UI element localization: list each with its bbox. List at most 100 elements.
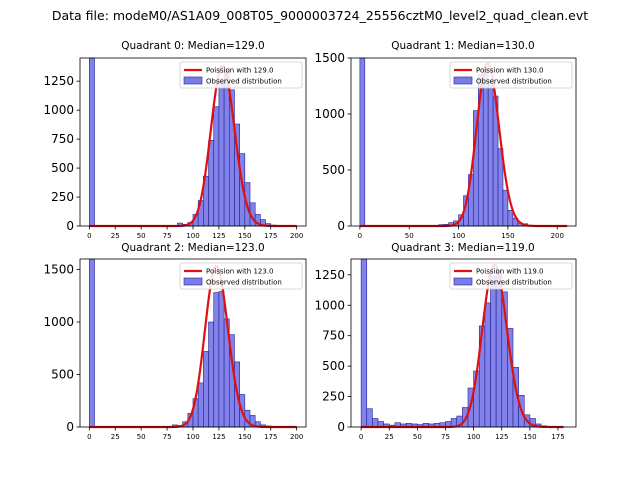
y-tick-label: 1000 bbox=[314, 298, 345, 312]
figure-suptitle: Data file: modeM0/AS1A09_008T05_90000037… bbox=[52, 8, 588, 23]
x-tick-label: 100 bbox=[452, 232, 465, 240]
histogram-bar bbox=[203, 351, 209, 428]
legend-hist-swatch bbox=[453, 277, 473, 286]
x-tick-label: 50 bbox=[405, 232, 414, 240]
x-tick-label: 175 bbox=[264, 433, 277, 441]
x-tick-label: 175 bbox=[551, 433, 564, 441]
legend: Poission with 130.0 Observed distribution bbox=[449, 61, 573, 89]
x-tick-label: 50 bbox=[413, 433, 422, 441]
x-tick-label: 0 bbox=[359, 433, 363, 441]
panel-quadrant-3: Quadrant 3: Median=119.0 0 25 50 75 100 125 15… bbox=[314, 242, 577, 441]
histogram-bar bbox=[208, 139, 215, 227]
histogram-bar bbox=[360, 258, 368, 428]
y-tick-label: 1500 bbox=[314, 51, 345, 65]
x-tick-label: 150 bbox=[523, 433, 536, 441]
panel-quadrant-0: Quadrant 0: Median=129.0 0 25 50 75 100 125 15… bbox=[43, 40, 307, 240]
legend-hist-label: Observed distribution bbox=[476, 279, 552, 287]
y-tick-label: 250 bbox=[51, 190, 74, 204]
histogram-bar bbox=[208, 321, 215, 428]
legend-box bbox=[179, 61, 303, 89]
x-tick-label: 200 bbox=[290, 433, 303, 441]
histogram-bar bbox=[197, 382, 204, 428]
x-tick-label: 125 bbox=[212, 433, 225, 441]
poisson-fit-line bbox=[89, 65, 297, 228]
panel-title: Quadrant 3: Median=119.0 bbox=[391, 242, 534, 254]
x-tick-label: 75 bbox=[163, 433, 172, 441]
x-tick-label: 125 bbox=[212, 232, 225, 240]
x-tick-label: 100 bbox=[186, 232, 199, 240]
y-tick-label: 1000 bbox=[43, 315, 74, 329]
histogram-bar bbox=[223, 69, 230, 227]
legend-hist-swatch bbox=[183, 277, 203, 286]
panel-quadrant-1: Quadrant 1: Median=130.0 0 50 100 150 200 0 50… bbox=[314, 40, 577, 240]
panel-title: Quadrant 1: Median=130.0 bbox=[391, 40, 534, 52]
histogram-bar bbox=[89, 258, 95, 428]
x-tick-label: 50 bbox=[137, 232, 146, 240]
histogram-bar bbox=[218, 291, 225, 428]
x-tick-label: 200 bbox=[290, 232, 303, 240]
y-tick-label: 0 bbox=[337, 219, 345, 233]
legend-fit-label: Poission with 123.0 bbox=[206, 268, 274, 276]
x-tick-label: 100 bbox=[186, 433, 199, 441]
panel-quadrant-2: Quadrant 2: Median=123.0 0 25 50 75 100 125 15… bbox=[43, 242, 307, 441]
legend-hist-label: Observed distribution bbox=[206, 279, 282, 287]
histogram-bar bbox=[482, 68, 489, 227]
axes-frame bbox=[350, 57, 577, 227]
legend-hist-label: Observed distribution bbox=[206, 78, 282, 86]
y-tick-label: 1250 bbox=[43, 74, 74, 88]
legend-hist-label: Observed distribution bbox=[476, 78, 552, 86]
legend: Poission with 119.0 Observed distribution bbox=[449, 262, 573, 290]
histogram-bar bbox=[366, 408, 373, 428]
legend-box bbox=[449, 262, 573, 290]
y-tick-label: 1000 bbox=[314, 107, 345, 121]
x-tick-label: 25 bbox=[111, 232, 120, 240]
y-tick-label: 1000 bbox=[43, 103, 74, 117]
y-tick-label: 500 bbox=[51, 368, 74, 382]
histogram-bar bbox=[359, 57, 366, 227]
x-tick-label: 150 bbox=[238, 232, 251, 240]
y-tick-label: 750 bbox=[322, 329, 345, 343]
legend-box bbox=[449, 61, 573, 89]
x-tick-label: 175 bbox=[264, 232, 277, 240]
y-tick-label: 0 bbox=[66, 420, 74, 434]
x-tick-label: 0 bbox=[358, 232, 362, 240]
legend-fit-label: Poission with 130.0 bbox=[476, 67, 544, 75]
y-tick-label: 0 bbox=[66, 219, 74, 233]
x-tick-label: 125 bbox=[495, 433, 508, 441]
y-tick-label: 1250 bbox=[314, 268, 345, 282]
x-tick-label: 25 bbox=[385, 433, 394, 441]
legend-fit-label: Poission with 119.0 bbox=[476, 268, 544, 276]
histogram-bar bbox=[502, 189, 509, 227]
x-tick-label: 200 bbox=[551, 232, 564, 240]
x-tick-label: 100 bbox=[467, 433, 480, 441]
y-tick-label: 0 bbox=[337, 420, 345, 434]
histogram-bar bbox=[89, 57, 95, 227]
y-tick-label: 500 bbox=[322, 163, 345, 177]
histogram-bar bbox=[490, 275, 497, 428]
panel-title: Quadrant 2: Median=123.0 bbox=[121, 242, 264, 254]
histogram-bar bbox=[495, 270, 503, 428]
y-tick-label: 500 bbox=[51, 161, 74, 175]
y-tick-label: 250 bbox=[322, 390, 345, 404]
histogram-bar bbox=[484, 302, 491, 428]
x-tick-label: 150 bbox=[238, 433, 251, 441]
x-tick-label: 150 bbox=[501, 232, 514, 240]
histogram-bar bbox=[213, 292, 220, 428]
y-tick-label: 500 bbox=[322, 359, 345, 373]
histogram-bar bbox=[372, 418, 379, 428]
x-tick-label: 0 bbox=[87, 433, 91, 441]
legend-hist-swatch bbox=[183, 76, 203, 85]
y-tick-label: 750 bbox=[51, 132, 74, 146]
legend: Poission with 129.0 Observed distribution bbox=[179, 61, 303, 89]
x-tick-label: 50 bbox=[137, 433, 146, 441]
axes-frame bbox=[350, 258, 577, 428]
legend: Poission with 123.0 Observed distribution bbox=[179, 262, 303, 290]
x-tick-label: 75 bbox=[163, 232, 172, 240]
histogram-bar bbox=[487, 80, 494, 227]
x-tick-label: 0 bbox=[87, 232, 91, 240]
y-tick-label: 1500 bbox=[43, 263, 74, 277]
legend-fit-label: Poission with 129.0 bbox=[206, 67, 274, 75]
x-tick-label: 75 bbox=[441, 433, 450, 441]
legend-box bbox=[179, 262, 303, 290]
